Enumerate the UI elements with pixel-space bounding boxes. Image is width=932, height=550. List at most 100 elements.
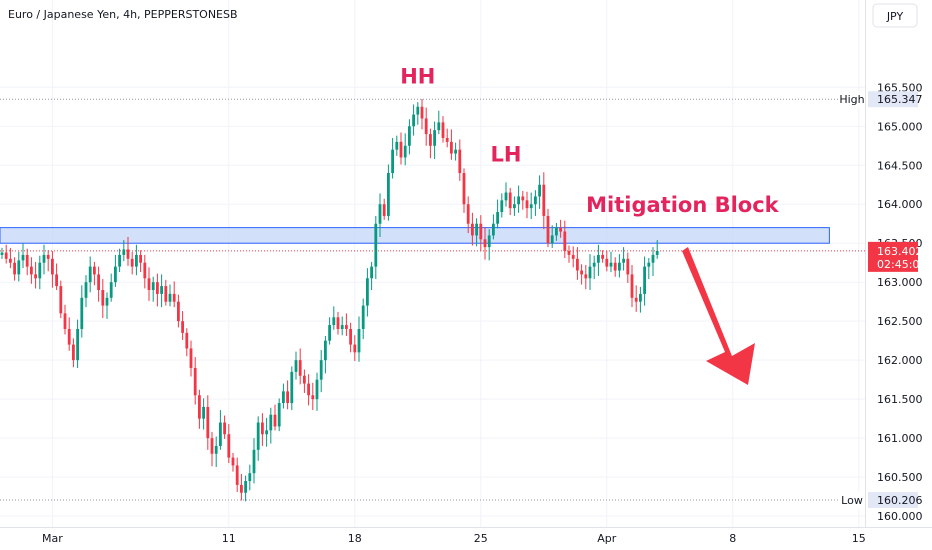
candle-body: [265, 430, 268, 435]
currency-button-frame[interactable]: [872, 3, 918, 28]
candle-body: [143, 262, 147, 279]
candle-body: [4, 252, 8, 259]
candle-body: [219, 422, 222, 446]
candle-body: [517, 196, 520, 205]
price-tick-label: 160.500: [877, 471, 923, 484]
mitigation-block-zone[interactable]: [0, 227, 830, 244]
candle-body: [492, 223, 495, 236]
annotation-mitigation-block: Mitigation Block: [586, 193, 780, 217]
chart-title: Euro / Japanese Yen, 4h, PEPPERSTONESB: [8, 8, 238, 21]
candle-body: [277, 403, 281, 427]
candle-body: [244, 481, 247, 493]
candle-body: [202, 406, 205, 419]
candle-body: [151, 282, 155, 290]
candle-body: [76, 328, 79, 361]
candle-body: [38, 262, 42, 279]
candle-body: [609, 262, 613, 267]
candle-body: [315, 379, 319, 400]
candle-body: [630, 274, 634, 298]
candle-body: [567, 251, 571, 255]
price-tick-label: 162.000: [877, 354, 923, 367]
time-tick-label: Mar: [42, 532, 63, 545]
candle-body: [429, 134, 432, 146]
candle-body: [538, 184, 541, 197]
candle-body: [130, 258, 134, 267]
low-label-bg: [838, 492, 865, 509]
candle-body: [403, 145, 407, 158]
candle-body: [521, 196, 525, 201]
candle-body: [450, 141, 453, 154]
price-tick-label: 161.000: [877, 432, 923, 445]
candle-body: [235, 465, 239, 485]
candle-body: [651, 254, 655, 263]
candle-body: [319, 360, 323, 380]
price-tick-label: 165.000: [877, 120, 923, 133]
candle-body: [643, 266, 646, 294]
candle-body: [256, 422, 260, 450]
candle-body: [210, 438, 214, 454]
candle-body: [97, 274, 100, 290]
candle-body: [324, 340, 327, 361]
candle-body: [580, 270, 583, 275]
candle-body: [563, 231, 567, 252]
candle-body: [0, 252, 4, 255]
candle-body: [282, 391, 285, 404]
price-tick-label: 165.500: [877, 81, 923, 94]
candle-body: [542, 184, 546, 216]
candle-body: [634, 297, 638, 302]
candle-body: [46, 254, 50, 259]
candle-body: [193, 367, 197, 396]
candle-body: [550, 235, 554, 244]
candle-body: [101, 290, 105, 306]
candle-body: [546, 215, 550, 244]
candle-body: [139, 254, 142, 263]
low-value-bg: [868, 492, 918, 509]
candle-body: [597, 254, 600, 263]
candle-body: [286, 391, 289, 404]
annotation-hh: HH: [400, 64, 435, 88]
candle-body: [34, 274, 37, 279]
candle-body: [618, 262, 621, 271]
candle-body: [408, 126, 411, 146]
low-label: Low: [841, 494, 863, 507]
high-value: 165.347: [877, 93, 923, 106]
candle-body: [471, 223, 474, 236]
candle-body: [395, 141, 399, 150]
candle-body: [559, 227, 562, 232]
candle-body: [399, 141, 403, 158]
candle-body: [626, 258, 630, 275]
candle-body: [118, 254, 121, 267]
candle-body: [601, 254, 604, 259]
low-value: 160.206: [877, 494, 923, 507]
candle-body: [374, 223, 378, 267]
candle-body: [479, 223, 483, 240]
candle-body: [622, 258, 625, 263]
candle-body: [349, 328, 352, 345]
candle-body: [504, 192, 508, 201]
candle-body: [508, 192, 512, 209]
price-tick-label: 164.500: [877, 159, 923, 172]
candle-body: [84, 282, 88, 298]
candle-body: [353, 344, 357, 353]
time-tick-label: 15: [852, 532, 866, 545]
current-price: 163.402: [877, 245, 923, 258]
candle-body: [9, 258, 12, 263]
candle-body: [59, 286, 63, 314]
currency-button[interactable]: JPY: [886, 10, 904, 23]
candle-body: [361, 305, 365, 329]
candle-body: [72, 344, 75, 361]
candle-body: [466, 204, 470, 224]
candle-body: [13, 262, 16, 275]
current-price-tag: [868, 241, 918, 272]
candle-body: [298, 360, 302, 376]
candle-body: [454, 149, 457, 154]
candle-body: [55, 274, 58, 287]
candle-body: [584, 274, 588, 279]
time-tick-label: 8: [729, 532, 736, 545]
candle-body: [135, 254, 138, 267]
candle-body: [307, 383, 310, 396]
price-tick-label: 161.500: [877, 393, 923, 406]
candle-body: [189, 348, 193, 368]
